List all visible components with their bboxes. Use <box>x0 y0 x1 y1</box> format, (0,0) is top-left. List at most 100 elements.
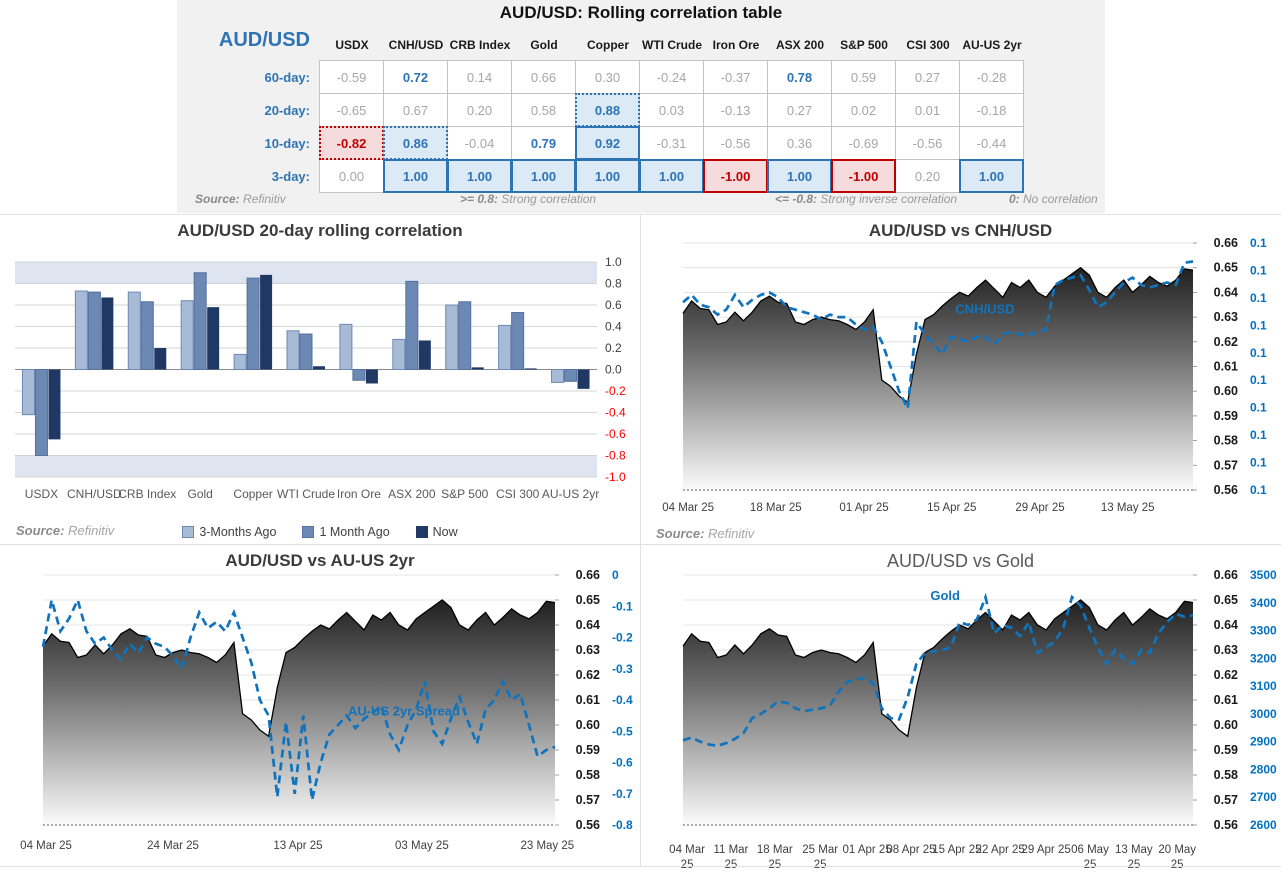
gold-chart-panel: AUD/USD vs Gold 0.66 0.65 0.64 0.63 0.62 0.61… <box>640 545 1281 873</box>
bar-1 Month Ago <box>511 312 525 370</box>
bar-3-Months Ago <box>233 353 247 370</box>
svg-text:0.1: 0.1 <box>1250 346 1267 360</box>
column-header: WTI Crude <box>642 38 702 52</box>
bar-Now <box>48 369 61 440</box>
legend-note-inverse: <= -0.8: Strong inverse correlation <box>775 192 958 206</box>
row-label: 3-day: <box>271 169 310 184</box>
bar-1 Month Ago <box>564 369 578 382</box>
bar-3-Months Ago <box>127 291 141 370</box>
divider-top <box>0 214 1281 215</box>
svg-text:01 Apr 25: 01 Apr 25 <box>839 502 888 514</box>
column-header: ASX 200 <box>775 38 825 52</box>
svg-text:0.65: 0.65 <box>1214 261 1238 275</box>
overlay-line <box>682 260 1194 414</box>
bar-1 Month Ago <box>299 333 313 370</box>
cnh-chart-source: Source: Refinitiv <box>656 526 755 541</box>
svg-text:0: 0 <box>612 568 619 582</box>
svg-text:Gold: Gold <box>188 487 213 501</box>
corr-cell: 1.00 <box>447 159 512 193</box>
column-header: CNH/USD <box>388 38 444 52</box>
svg-text:3100: 3100 <box>1250 679 1277 693</box>
bar-3-Months Ago <box>180 300 194 370</box>
corr-cell: 0.58 <box>511 93 576 127</box>
svg-text:0.1: 0.1 <box>1250 428 1267 442</box>
cnh-chart-title: AUD/USD vs CNH/USD <box>868 221 1053 240</box>
svg-text:0.58: 0.58 <box>1214 768 1238 782</box>
corr-cell: -1.00 <box>831 159 896 193</box>
corr-cell: 1.00 <box>511 159 576 193</box>
cnh-chart-panel: AUD/USD vs CNH/USD 0.66 0.65 0.64 0.63 0.62 0… <box>640 215 1281 545</box>
bar-Now <box>418 340 431 370</box>
svg-text:01 Apr 25: 01 Apr 25 <box>842 844 891 856</box>
column-header: S&P 500 <box>840 38 888 52</box>
corr-cell: 0.01 <box>895 93 960 127</box>
bar-3-Months Ago <box>498 324 512 371</box>
row-label: 60-day: <box>264 70 310 85</box>
svg-text:-0.4: -0.4 <box>612 693 633 707</box>
column-header: CSI 300 <box>906 38 950 52</box>
corr-cell: -0.24 <box>639 60 704 94</box>
svg-text:-0.1: -0.1 <box>612 599 633 613</box>
bar-Now <box>260 274 273 370</box>
svg-text:0.56: 0.56 <box>1214 483 1238 497</box>
svg-text:0.57: 0.57 <box>576 793 600 807</box>
corr-cell: 0.27 <box>895 60 960 94</box>
corr-cell: 0.88 <box>575 93 640 127</box>
svg-text:0.6: 0.6 <box>605 298 622 312</box>
svg-text:0.62: 0.62 <box>1214 668 1238 682</box>
bar-1 Month Ago <box>193 272 207 370</box>
corr-cell: -0.82 <box>319 126 384 160</box>
corr-cell: -0.56 <box>703 126 768 160</box>
svg-text:22 Apr 25: 22 Apr 25 <box>976 844 1025 856</box>
bar-3-Months Ago <box>551 369 565 383</box>
svg-text:0.1: 0.1 <box>1250 401 1267 415</box>
bar-Now <box>154 348 167 370</box>
svg-text:0.1: 0.1 <box>1250 236 1267 250</box>
svg-text:0.65: 0.65 <box>1214 593 1238 607</box>
corr-cell: 0.59 <box>831 60 896 94</box>
bar-Now <box>101 297 114 370</box>
bar-chart-legend: 3-Months Ago 1 Month Ago Now <box>0 525 640 539</box>
svg-text:0.60: 0.60 <box>1214 384 1238 398</box>
svg-text:0.66: 0.66 <box>1214 236 1238 250</box>
corr-cell: 0.03 <box>639 93 704 127</box>
corr-cell: 0.66 <box>511 60 576 94</box>
svg-text:0.59: 0.59 <box>1214 743 1238 757</box>
bar-Now <box>524 368 537 370</box>
svg-text:29 Apr 25: 29 Apr 25 <box>1022 844 1071 856</box>
svg-text:Iron Ore: Iron Ore <box>337 487 381 501</box>
svg-text:-0.5: -0.5 <box>612 724 633 738</box>
svg-text:-0.7: -0.7 <box>612 787 633 801</box>
svg-text:0.63: 0.63 <box>1214 643 1238 657</box>
svg-text:-0.2: -0.2 <box>612 631 633 645</box>
column-header: Gold <box>530 38 558 52</box>
svg-text:0.57: 0.57 <box>1214 793 1238 807</box>
spread-chart-title: AUD/USD vs AU-US 2yr <box>225 551 415 570</box>
svg-text:0.1: 0.1 <box>1250 318 1267 332</box>
overlay-label: Gold <box>930 588 960 603</box>
svg-text:0.59: 0.59 <box>576 743 600 757</box>
svg-text:03 May 25: 03 May 25 <box>395 840 449 852</box>
corr-cell: 1.00 <box>767 159 832 193</box>
corr-cell: -0.69 <box>831 126 896 160</box>
aud-usd-area <box>683 267 1193 490</box>
svg-text:-1.0: -1.0 <box>605 470 626 484</box>
corr-cell: -1.00 <box>703 159 768 193</box>
svg-text:3000: 3000 <box>1250 707 1277 721</box>
row-label: 20-day: <box>264 103 310 118</box>
column-header: AU-US 2yr <box>962 38 1022 52</box>
bar-Now <box>471 367 484 370</box>
svg-text:0.66: 0.66 <box>576 568 600 582</box>
svg-text:0.56: 0.56 <box>1214 818 1238 832</box>
svg-text:23 May 25: 23 May 25 <box>520 840 574 852</box>
svg-text:0.64: 0.64 <box>1214 618 1238 632</box>
corr-cell: 1.00 <box>959 159 1024 193</box>
column-header: Copper <box>587 38 629 52</box>
svg-text:-0.8: -0.8 <box>612 818 633 832</box>
corr-cell: 0.00 <box>319 159 384 193</box>
svg-text:3500: 3500 <box>1250 568 1277 582</box>
column-header: Iron Ore <box>712 38 760 52</box>
